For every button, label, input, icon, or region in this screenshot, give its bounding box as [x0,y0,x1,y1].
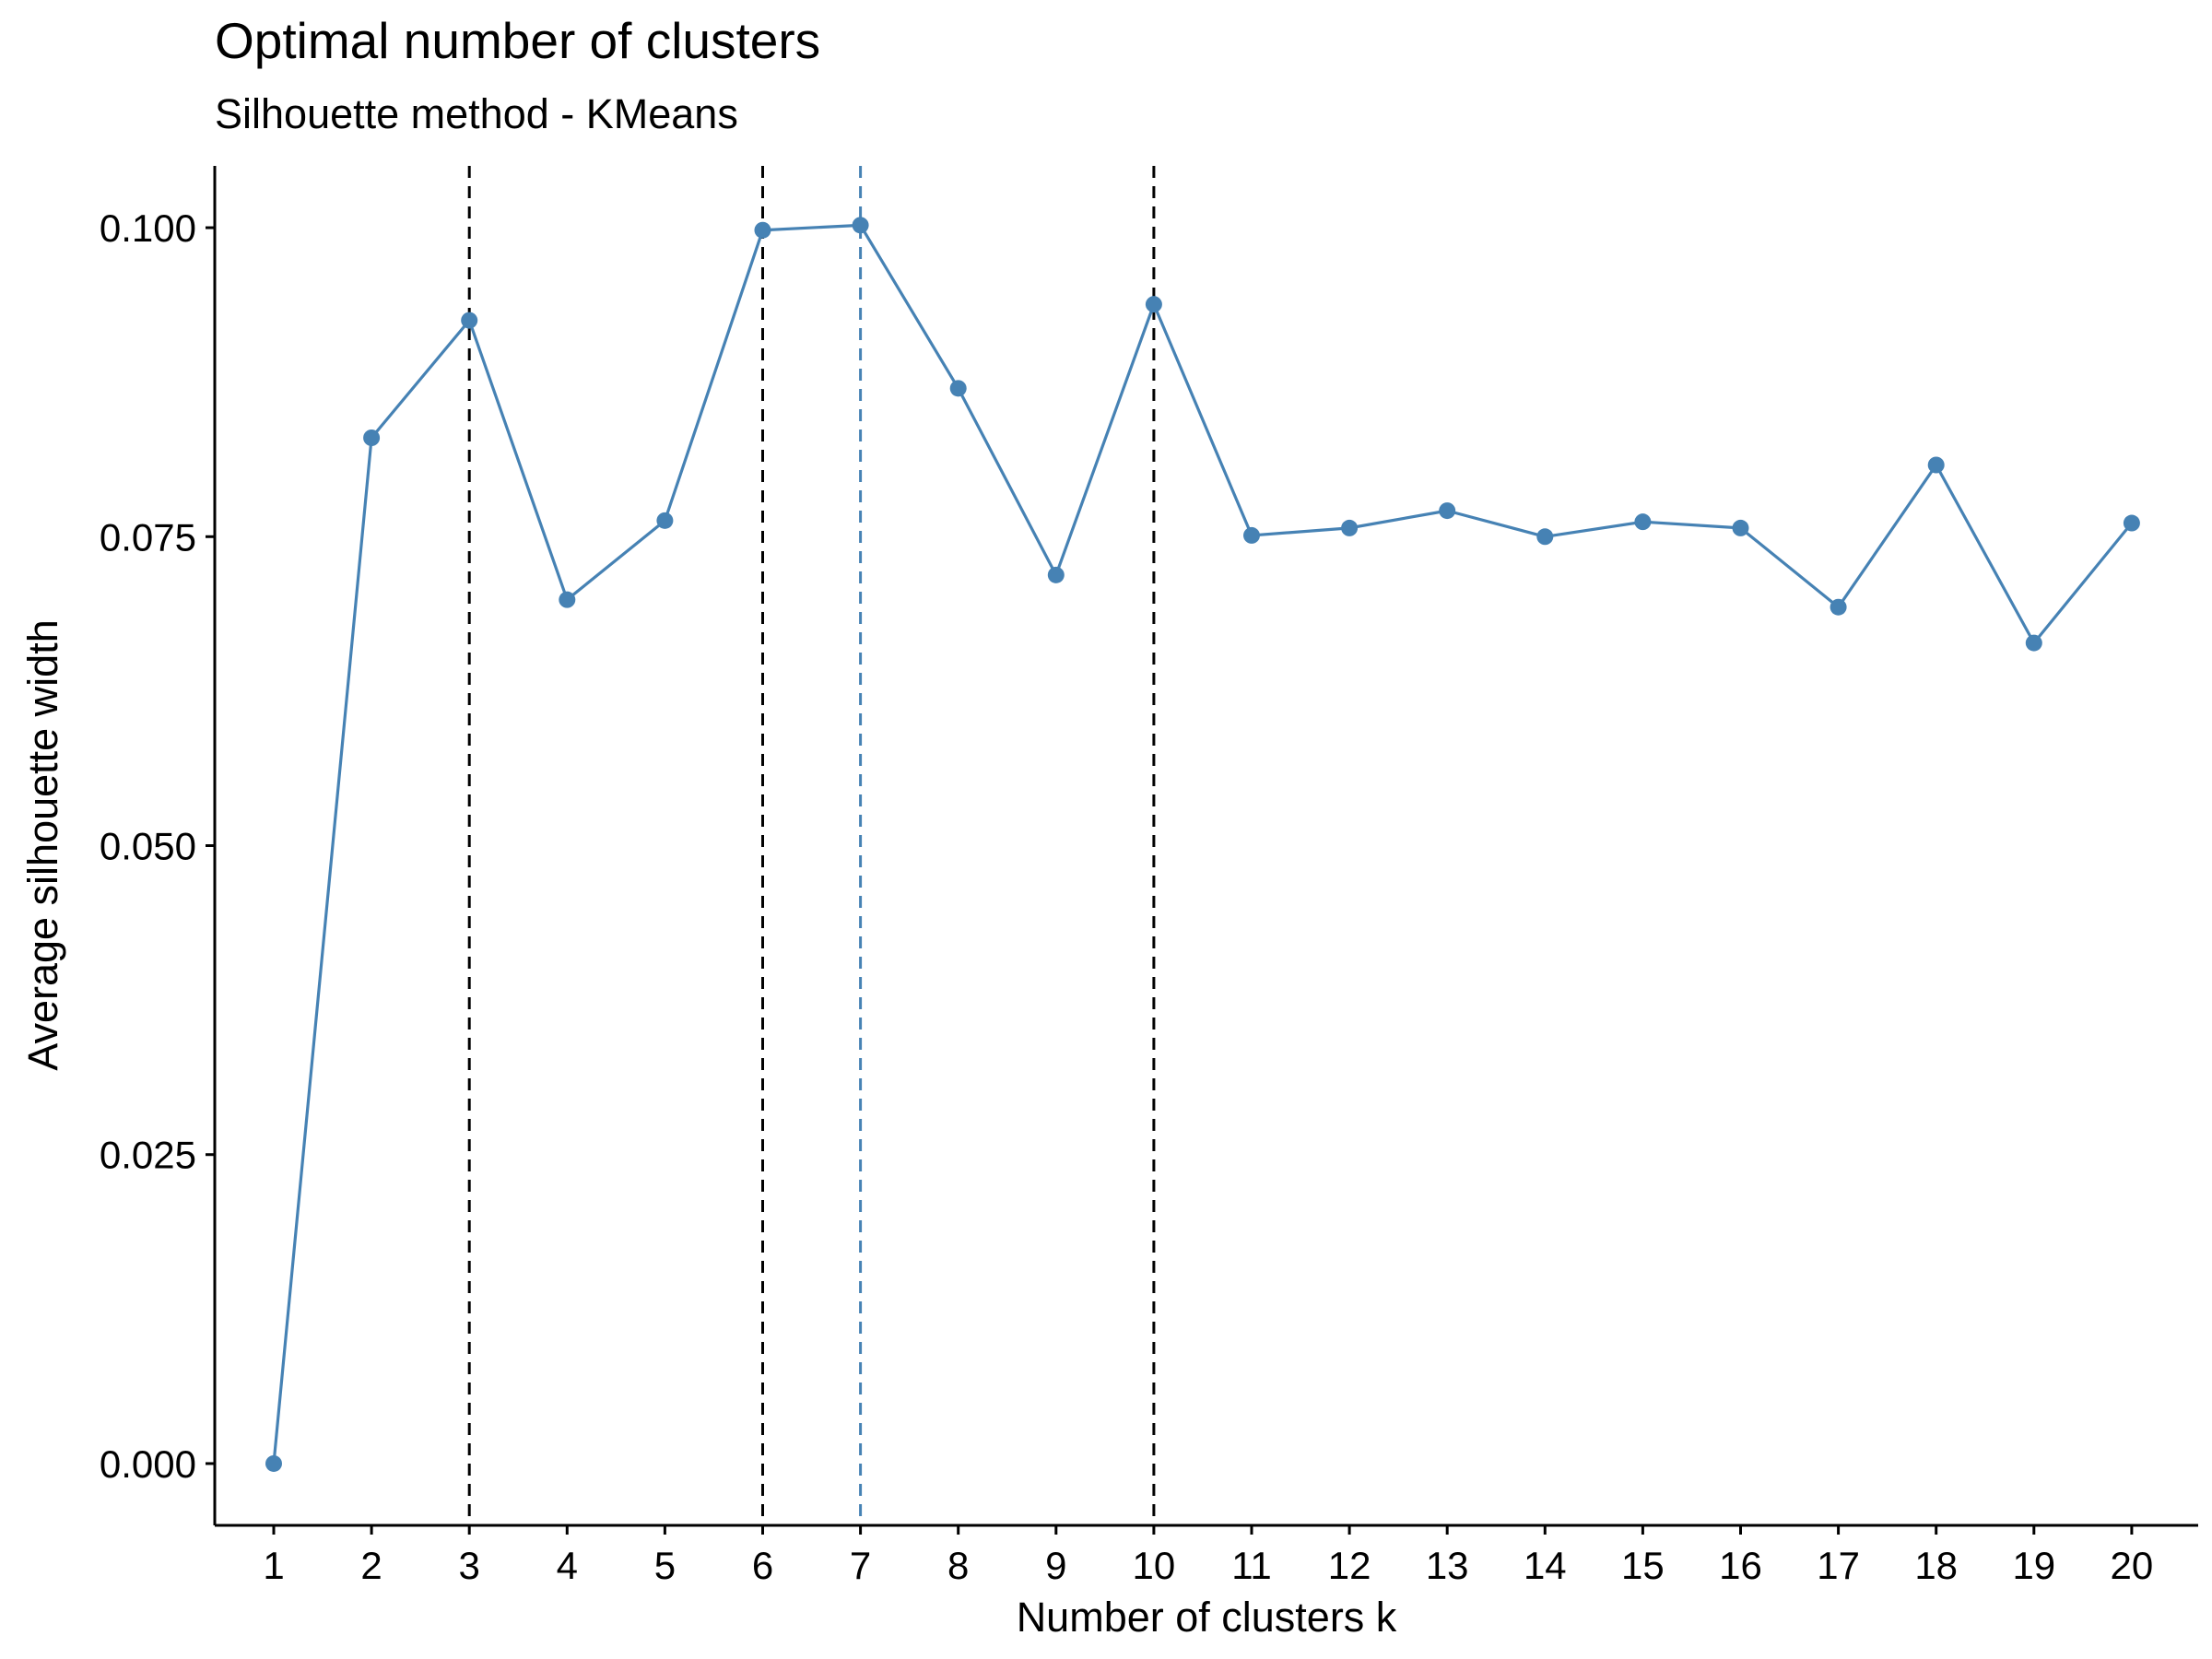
data-point-k9 [1047,566,1065,583]
x-tick-label: 19 [2012,1544,2055,1587]
axes [213,166,2198,1527]
x-tick-label: 4 [557,1544,578,1587]
data-point-k2 [363,429,381,446]
x-tick-label: 8 [947,1544,969,1587]
y-tick-label: 0.100 [100,206,196,250]
x-tick-label: 5 [654,1544,676,1587]
x-tick-label: 11 [1231,1544,1272,1587]
data-point-k4 [559,591,576,608]
data-point-k20 [2123,514,2140,532]
data-point-k8 [949,380,967,397]
data-point-k17 [1830,598,1847,616]
y-tick-label: 0.075 [100,515,196,559]
x-tick-label: 16 [1719,1544,1762,1587]
series-silhouette [265,217,2140,1472]
x-tick-label: 18 [1914,1544,1958,1587]
reference-lines [467,166,1156,1525]
x-tick-label: 2 [360,1544,382,1587]
data-point-k7 [852,217,869,234]
data-point-k19 [2025,634,2042,652]
y-axis-label: Average silhouette width [19,619,66,1071]
x-tick-label: 15 [1621,1544,1665,1587]
x-tick-label: 13 [1426,1544,1469,1587]
chart-title: Optimal number of clusters [215,12,821,69]
x-tick-label: 6 [752,1544,773,1587]
data-point-k11 [1243,526,1260,544]
data-point-k18 [1927,456,1945,474]
y-ticks: 0.000 0.025 0.050 0.075 0.100 [100,206,215,1486]
data-point-k15 [1634,513,1652,531]
y-tick-label: 0.025 [100,1134,196,1177]
x-tick-label: 10 [1133,1544,1176,1587]
data-point-k1 [265,1454,282,1472]
y-tick-label: 0.000 [100,1442,196,1486]
data-point-k6 [754,221,771,239]
x-ticks: 1 2 3 4 5 6 7 8 9 10 11 12 13 14 15 16 17 18 19 20 [263,1525,2153,1587]
x-tick-label: 1 [263,1544,284,1587]
chart-subtitle: Silhouette method - KMeans [215,90,738,137]
data-point-k10 [1145,296,1162,313]
x-tick-label: 7 [850,1544,871,1587]
data-point-k3 [461,312,478,329]
x-tick-label: 20 [2111,1544,2154,1587]
data-point-k12 [1341,519,1359,536]
data-point-k5 [656,512,674,529]
data-point-k14 [1536,528,1554,546]
data-point-k13 [1439,502,1456,520]
data-point-k16 [1732,519,1749,536]
y-tick-label: 0.050 [100,825,196,868]
x-tick-label: 14 [1524,1544,1567,1587]
x-tick-label: 12 [1328,1544,1371,1587]
x-tick-label: 3 [459,1544,480,1587]
x-tick-label: 9 [1045,1544,1066,1587]
x-axis-label: Number of clusters k [1017,1594,1397,1641]
series-line [272,223,2134,1465]
x-tick-label: 17 [1817,1544,1860,1587]
